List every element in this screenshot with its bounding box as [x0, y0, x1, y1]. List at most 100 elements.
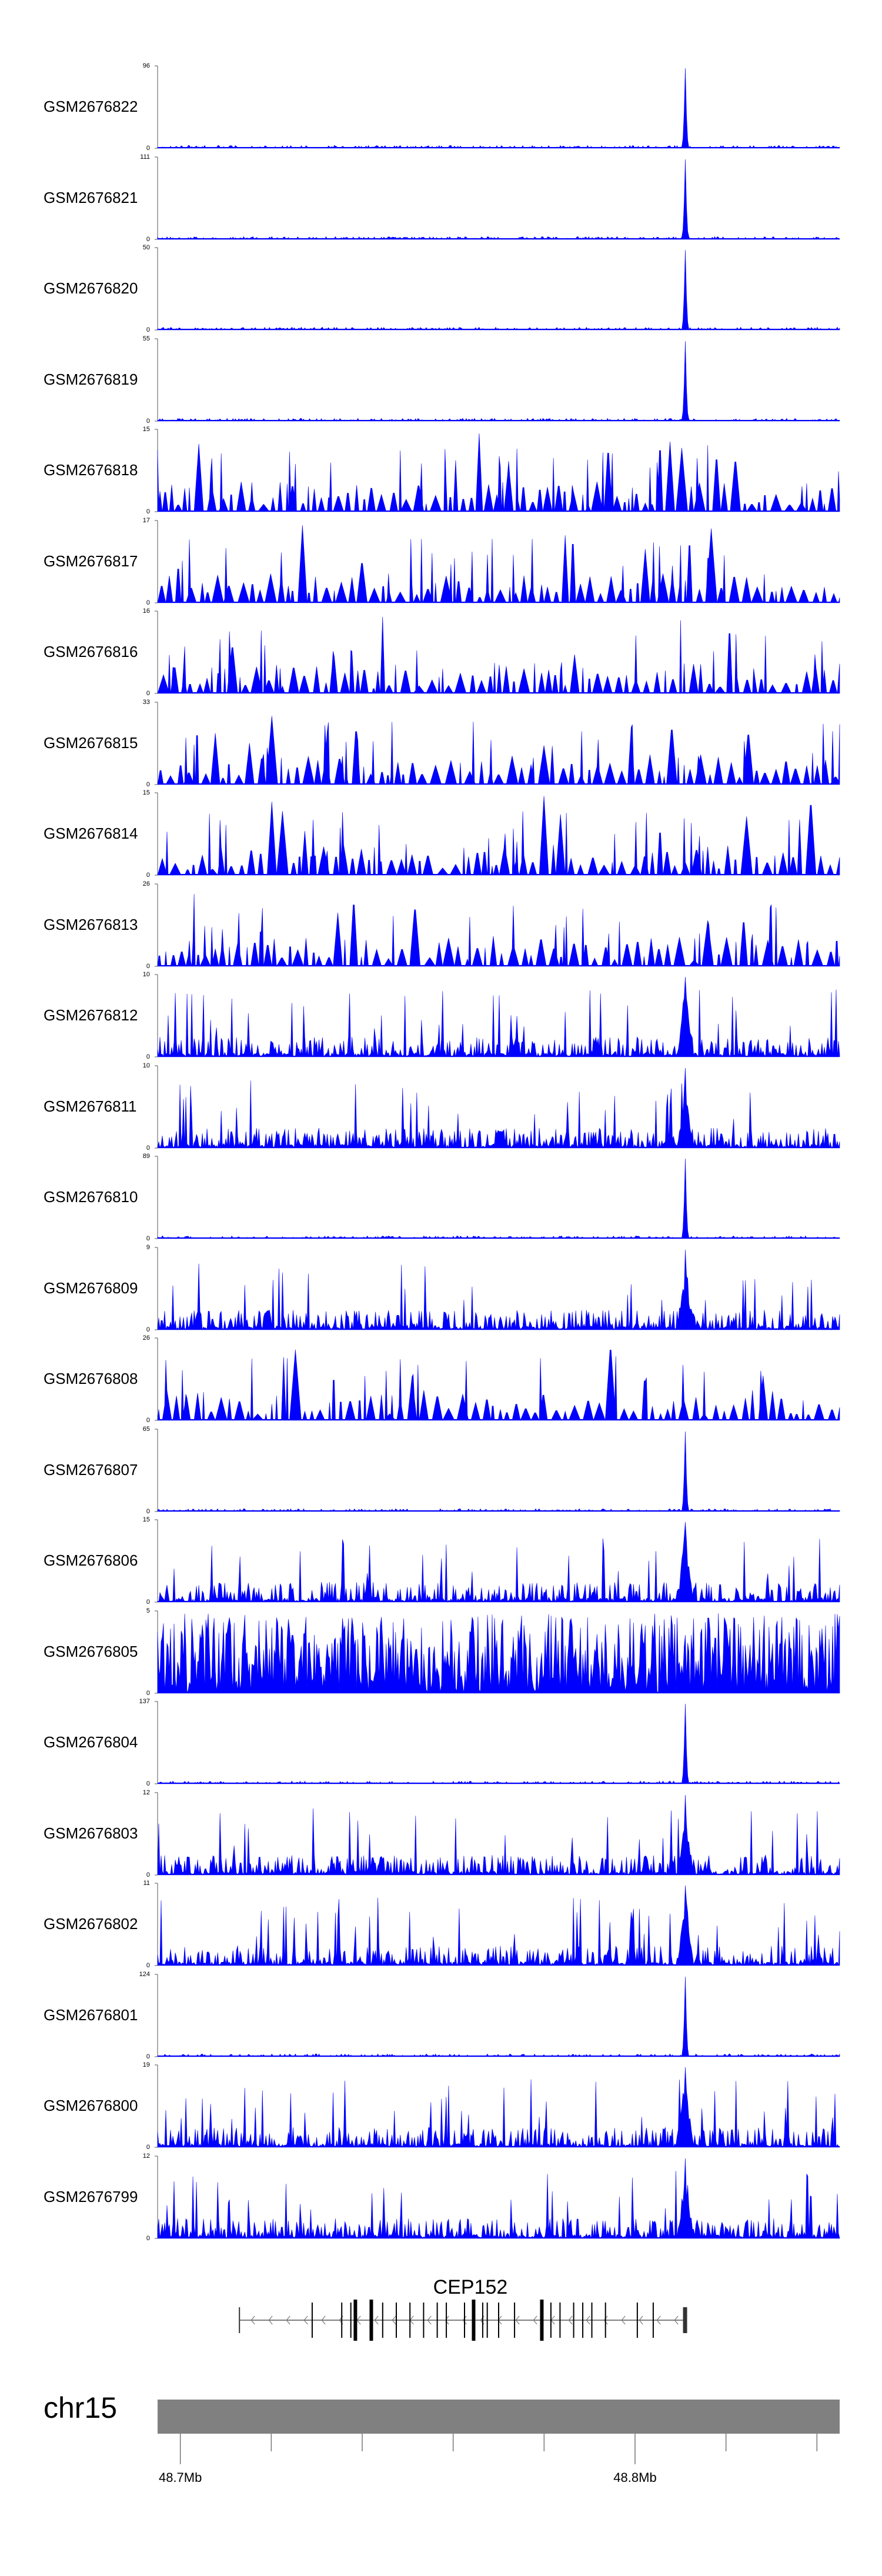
gene-exon [409, 2303, 411, 2338]
coverage-track [155, 520, 840, 603]
strand-chevron [621, 2315, 626, 2325]
track-ymin-label: 0 [146, 235, 150, 243]
coverage-track [155, 429, 840, 513]
strand-chevron [533, 2315, 537, 2325]
track-label: GSM2676807 [44, 1460, 138, 1479]
track-ymin-label: 0 [146, 872, 150, 879]
track-label: GSM2676801 [44, 2006, 138, 2024]
gene-exon [683, 2307, 687, 2333]
track-ymin-label: 0 [146, 1780, 150, 1787]
coverage-area [157, 715, 840, 785]
track-ymin-label: 0 [146, 1871, 150, 1878]
track-ymax-label: 26 [142, 1334, 150, 1342]
gene-exon [582, 2303, 584, 2338]
coverage-track [155, 156, 840, 240]
coverage-area [157, 1521, 840, 1603]
track-ymax-label: 15 [142, 1516, 150, 1523]
gene-exon [350, 2303, 352, 2338]
gene-name-label: CEP152 [433, 2276, 508, 2298]
gene-exon [341, 2303, 343, 2338]
coverage-track [155, 792, 840, 876]
coverage-area [157, 341, 840, 422]
track-label: GSM2676811 [44, 1097, 137, 1115]
track-ymin-label: 0 [146, 2234, 150, 2242]
strand-chevron [586, 2315, 590, 2325]
track-ymin-label: 0 [146, 1599, 150, 1606]
chromosome-label: chr15 [44, 2391, 118, 2424]
track-ymax-label: 12 [142, 1788, 150, 1796]
coverage-track [155, 883, 840, 967]
strand-chevron [303, 2315, 308, 2325]
track-label: GSM2676821 [44, 188, 138, 206]
coverage-track [155, 1065, 840, 1149]
gene-exon [559, 2303, 561, 2338]
coverage-track [155, 2064, 840, 2148]
gene-exon [311, 2303, 313, 2338]
track-label: GSM2676817 [44, 552, 138, 570]
coverage-track [155, 610, 840, 695]
coverage-area [157, 159, 840, 240]
gene-exon [486, 2303, 488, 2338]
gene-exon [591, 2303, 593, 2338]
coverage-area [157, 1703, 840, 1784]
track-ymax-label: 137 [139, 1698, 150, 1705]
coverage-track [155, 1974, 840, 2057]
coverage-area [157, 1349, 840, 1422]
track-label: GSM2676813 [44, 915, 138, 933]
track-ymax-label: 50 [142, 244, 150, 251]
coverage-area [157, 2067, 840, 2148]
strand-chevron [639, 2315, 643, 2325]
track-ymin-label: 0 [146, 508, 150, 515]
strand-chevron [427, 2315, 432, 2325]
track-ymin-label: 0 [146, 1417, 150, 1424]
coverage-track [155, 1429, 840, 1512]
track-ymin-label: 0 [146, 1962, 150, 1969]
coverage-track [155, 1156, 840, 1239]
strand-chevron [674, 2315, 679, 2325]
coverage-area [157, 249, 840, 331]
track-label: GSM2676804 [44, 1733, 138, 1751]
coverage-track [155, 338, 840, 422]
track-ymax-label: 89 [142, 1153, 150, 1160]
coverage-track [155, 1519, 840, 1603]
track-ymin-label: 0 [146, 417, 150, 425]
track-label: GSM2676810 [44, 1188, 138, 1206]
strand-chevron [656, 2315, 661, 2325]
coverage-area [157, 893, 840, 967]
coverage-track [155, 2155, 840, 2239]
track-ymin-label: 0 [146, 1235, 150, 1242]
coverage-area [157, 1885, 840, 1966]
gene-exon [382, 2303, 383, 2338]
track-label: GSM2676805 [44, 1642, 138, 1660]
track-ymax-label: 96 [142, 62, 150, 69]
gene-exon [436, 2303, 438, 2338]
track-label: GSM2676814 [44, 825, 138, 842]
gene-exon [239, 2307, 240, 2333]
track-label: GSM2676803 [44, 1824, 138, 1842]
gene-model [239, 2300, 687, 2341]
track-ymin-label: 0 [146, 1144, 150, 1152]
track-label: GSM2676802 [44, 1915, 138, 1933]
track-ymin-label: 0 [146, 1326, 150, 1333]
track-ymax-label: 33 [142, 698, 150, 706]
gene-exon [514, 2303, 516, 2338]
coverage-track [155, 974, 840, 1058]
coverage-track [155, 1610, 840, 1693]
strand-chevron [250, 2315, 255, 2325]
gene-exon [636, 2303, 638, 2338]
strand-chevron [462, 2315, 467, 2325]
gene-exon [652, 2303, 654, 2338]
gene-exon [498, 2303, 499, 2338]
track-ymax-label: 12 [142, 2152, 150, 2160]
strand-chevron [392, 2315, 396, 2325]
track-ymin-label: 0 [146, 2053, 150, 2060]
coverage-area [157, 1976, 840, 2057]
strand-chevron [445, 2315, 449, 2325]
track-ymax-label: 55 [142, 335, 150, 342]
track-ymin-label: 0 [146, 326, 150, 333]
strand-chevron [321, 2315, 326, 2325]
coverage-area [157, 1431, 840, 1512]
track-ymax-label: 5 [146, 1607, 150, 1614]
coverage-track [155, 1337, 840, 1422]
coverage-area [157, 2158, 840, 2239]
